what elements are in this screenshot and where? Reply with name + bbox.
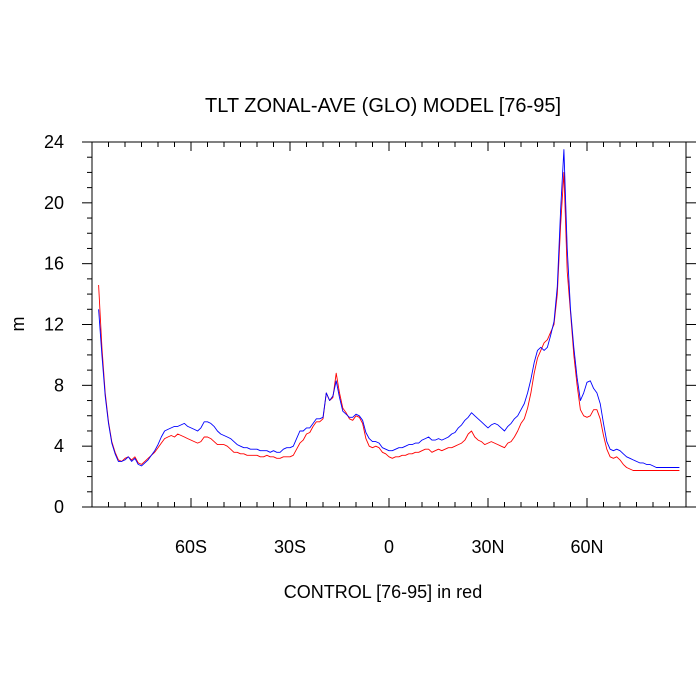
series-line-blue [98,149,680,468]
y-tick-label: 4 [54,436,64,456]
y-tick-label: 0 [54,497,64,517]
x-tick-labels: 60S 30S 0 30N 60N [175,537,604,557]
y-tick-label: 24 [44,132,64,152]
series-line-red [98,171,680,471]
x-tick-label: 60S [175,537,207,557]
y-tick-label: 12 [44,315,64,335]
plot-frame [91,141,687,508]
y-tick-label: 8 [54,375,64,395]
y-tick-labels: 0 4 8 12 16 20 24 [44,132,64,517]
x-tick-label: 30S [274,537,306,557]
y-tick-label: 16 [44,254,64,274]
x-tick-label: 60N [570,537,603,557]
x-axis-label: CONTROL [76-95] in red [284,582,482,602]
x-tick-label: 30N [471,537,504,557]
chart-title: TLT ZONAL-AVE (GLO) MODEL [76-95] [205,95,561,117]
y-axis-label: m [8,317,28,332]
axis-ticks [82,141,696,508]
x-tick-label: 0 [384,537,394,557]
series-layer [98,149,680,471]
y-tick-label: 20 [44,193,64,213]
